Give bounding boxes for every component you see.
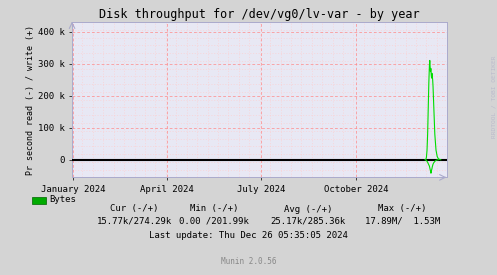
Y-axis label: Pr second read (-) / write (+): Pr second read (-) / write (+) xyxy=(26,25,35,175)
Text: Munin 2.0.56: Munin 2.0.56 xyxy=(221,257,276,266)
Text: 25.17k/285.36k: 25.17k/285.36k xyxy=(270,217,346,226)
Text: Min (-/+): Min (-/+) xyxy=(189,205,238,213)
Text: Bytes: Bytes xyxy=(50,195,77,204)
Text: Avg (-/+): Avg (-/+) xyxy=(284,205,332,213)
Text: Max (-/+): Max (-/+) xyxy=(378,205,427,213)
Title: Disk throughput for /dev/vg0/lv-var - by year: Disk throughput for /dev/vg0/lv-var - by… xyxy=(99,8,420,21)
Text: Cur (-/+): Cur (-/+) xyxy=(110,205,159,213)
Text: 0.00 /201.99k: 0.00 /201.99k xyxy=(179,217,248,226)
Text: RRDTOOL / TOBI OETIKER: RRDTOOL / TOBI OETIKER xyxy=(491,55,496,138)
Text: Last update: Thu Dec 26 05:35:05 2024: Last update: Thu Dec 26 05:35:05 2024 xyxy=(149,231,348,240)
Text: 15.77k/274.29k: 15.77k/274.29k xyxy=(96,217,172,226)
Text: 17.89M/  1.53M: 17.89M/ 1.53M xyxy=(365,217,440,226)
